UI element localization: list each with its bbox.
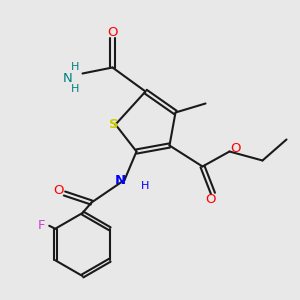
Text: O: O: [53, 184, 64, 197]
Text: H: H: [141, 181, 150, 191]
Text: O: O: [205, 193, 215, 206]
Text: N: N: [114, 173, 126, 187]
Text: N: N: [63, 71, 72, 85]
Text: H: H: [71, 83, 79, 94]
Text: O: O: [230, 142, 241, 155]
Text: S: S: [109, 118, 119, 131]
Text: F: F: [38, 219, 46, 232]
Text: H: H: [71, 62, 79, 73]
Text: O: O: [107, 26, 118, 40]
